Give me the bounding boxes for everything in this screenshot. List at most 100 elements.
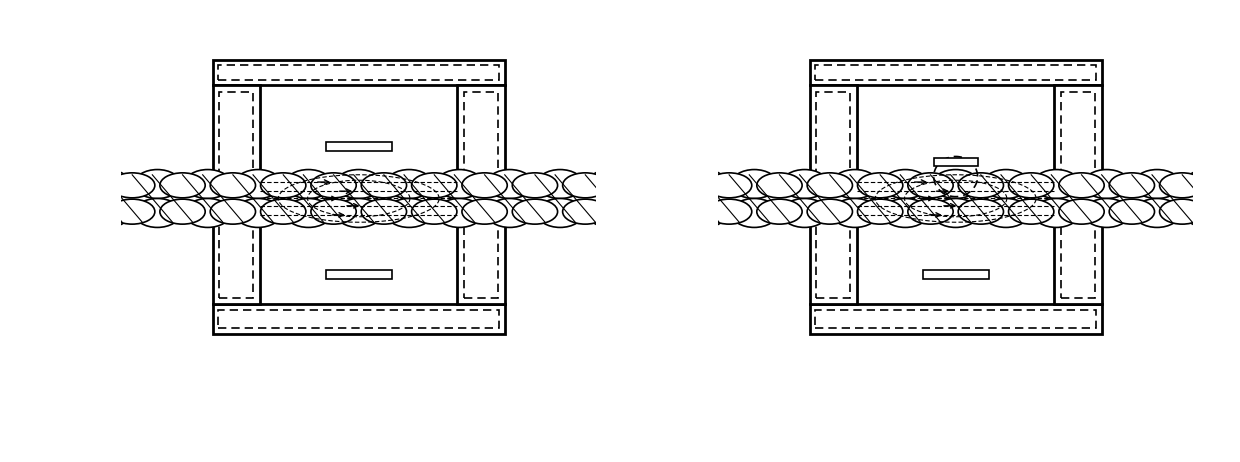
Bar <box>218 310 500 328</box>
Ellipse shape <box>260 173 306 198</box>
Ellipse shape <box>932 199 978 227</box>
Bar <box>815 310 1096 328</box>
Ellipse shape <box>160 199 205 224</box>
Ellipse shape <box>512 199 558 224</box>
Bar <box>934 158 977 165</box>
Bar <box>212 85 260 180</box>
Ellipse shape <box>1110 199 1154 224</box>
Ellipse shape <box>858 199 903 224</box>
Ellipse shape <box>486 199 533 227</box>
Ellipse shape <box>361 173 407 198</box>
Ellipse shape <box>588 170 634 199</box>
Ellipse shape <box>537 199 583 227</box>
Bar <box>810 85 857 180</box>
Ellipse shape <box>707 173 751 198</box>
Ellipse shape <box>361 199 407 224</box>
Ellipse shape <box>858 173 903 198</box>
Ellipse shape <box>1059 199 1104 224</box>
Ellipse shape <box>681 170 727 199</box>
Ellipse shape <box>1084 199 1130 227</box>
Ellipse shape <box>807 199 852 224</box>
Bar <box>1054 217 1102 304</box>
Ellipse shape <box>109 199 155 224</box>
Ellipse shape <box>134 199 181 227</box>
Bar <box>326 270 392 279</box>
Ellipse shape <box>211 173 255 198</box>
Bar <box>1054 85 1102 180</box>
Ellipse shape <box>1008 173 1054 198</box>
Ellipse shape <box>563 199 608 224</box>
Ellipse shape <box>463 173 507 198</box>
Bar <box>816 92 851 174</box>
Bar <box>810 60 1102 85</box>
Bar <box>816 223 851 298</box>
Ellipse shape <box>1008 199 1054 224</box>
Ellipse shape <box>109 173 155 198</box>
Bar <box>810 217 857 304</box>
Ellipse shape <box>486 170 533 199</box>
Ellipse shape <box>185 170 231 199</box>
Ellipse shape <box>211 199 255 224</box>
Bar <box>810 304 1102 334</box>
Bar <box>218 65 500 80</box>
Bar <box>326 142 392 151</box>
Ellipse shape <box>185 199 231 227</box>
Ellipse shape <box>983 170 1029 199</box>
Ellipse shape <box>1210 173 1240 198</box>
Ellipse shape <box>1210 199 1240 224</box>
Ellipse shape <box>260 199 306 224</box>
Ellipse shape <box>1110 173 1154 198</box>
Ellipse shape <box>756 199 802 224</box>
Ellipse shape <box>1159 199 1205 224</box>
Ellipse shape <box>732 199 777 227</box>
Ellipse shape <box>234 199 281 227</box>
Bar <box>923 270 988 279</box>
Ellipse shape <box>932 170 978 199</box>
Ellipse shape <box>983 199 1029 227</box>
Ellipse shape <box>386 170 433 199</box>
Ellipse shape <box>336 199 382 227</box>
Ellipse shape <box>1133 199 1180 227</box>
Ellipse shape <box>160 173 205 198</box>
Ellipse shape <box>386 199 433 227</box>
Ellipse shape <box>588 199 634 227</box>
Ellipse shape <box>781 199 828 227</box>
Ellipse shape <box>1059 173 1104 198</box>
Ellipse shape <box>436 199 482 227</box>
Bar <box>857 85 1054 180</box>
Ellipse shape <box>781 170 828 199</box>
Bar <box>212 304 505 334</box>
Bar <box>1061 92 1095 174</box>
Ellipse shape <box>563 173 608 198</box>
Ellipse shape <box>732 170 777 199</box>
Ellipse shape <box>707 199 751 224</box>
Ellipse shape <box>1084 170 1130 199</box>
Ellipse shape <box>84 170 130 199</box>
Ellipse shape <box>1033 170 1080 199</box>
Ellipse shape <box>336 170 382 199</box>
Ellipse shape <box>285 170 331 199</box>
Ellipse shape <box>681 199 727 227</box>
Ellipse shape <box>959 173 1003 198</box>
Bar <box>212 217 260 304</box>
Ellipse shape <box>412 199 456 224</box>
Ellipse shape <box>134 170 181 199</box>
Ellipse shape <box>285 199 331 227</box>
Bar <box>458 85 505 180</box>
Ellipse shape <box>756 173 802 198</box>
Bar <box>212 60 505 85</box>
Bar <box>857 217 1054 304</box>
Ellipse shape <box>311 173 356 198</box>
Bar <box>464 92 498 174</box>
Ellipse shape <box>959 199 1003 224</box>
Ellipse shape <box>234 170 281 199</box>
Bar <box>219 92 253 174</box>
Bar <box>260 217 458 304</box>
Ellipse shape <box>832 199 878 227</box>
Ellipse shape <box>832 170 878 199</box>
Bar <box>464 223 498 298</box>
Ellipse shape <box>613 173 658 198</box>
Ellipse shape <box>882 170 929 199</box>
Ellipse shape <box>311 199 356 224</box>
Ellipse shape <box>463 199 507 224</box>
